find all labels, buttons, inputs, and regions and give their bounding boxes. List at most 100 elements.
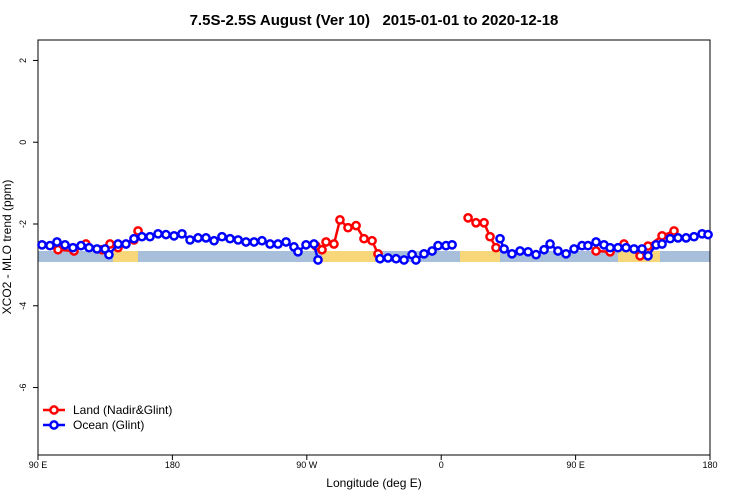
data-point xyxy=(53,244,63,255)
y-tick-label: -2 xyxy=(18,220,28,228)
data-point xyxy=(447,239,457,250)
legend-marker xyxy=(49,420,59,430)
data-point xyxy=(317,244,327,255)
x-tick-label: 90 W xyxy=(296,460,318,470)
data-point xyxy=(643,251,653,261)
y-tick-label: -4 xyxy=(18,302,28,310)
data-point xyxy=(209,235,219,246)
data-point xyxy=(225,233,235,244)
data-point xyxy=(605,242,615,253)
data-point xyxy=(145,231,155,242)
data-point xyxy=(185,235,195,245)
data-point xyxy=(419,248,429,259)
data-point xyxy=(104,249,114,260)
data-point xyxy=(427,246,437,256)
data-point xyxy=(673,233,683,243)
data-point xyxy=(495,233,505,244)
x-tick-label: 90 E xyxy=(566,460,585,470)
data-point xyxy=(37,239,47,250)
data-point xyxy=(471,217,481,228)
data-point xyxy=(257,235,267,246)
data-point xyxy=(321,237,331,247)
chart-title: 7.5S-2.5S August (Ver 10) 2015-01-01 to … xyxy=(190,12,559,29)
data-point xyxy=(52,237,62,247)
data-point xyxy=(161,229,171,240)
land-band xyxy=(460,251,500,262)
data-point xyxy=(84,242,94,253)
data-point xyxy=(499,244,509,254)
data-point xyxy=(583,240,593,251)
data-point xyxy=(629,244,639,254)
data-point xyxy=(217,231,227,242)
y-tick-label: 0 xyxy=(18,140,28,145)
data-point xyxy=(113,239,123,249)
data-point xyxy=(637,244,647,254)
data-point xyxy=(613,242,623,253)
data-point xyxy=(507,248,517,259)
data-point xyxy=(177,228,187,239)
data-point xyxy=(68,242,78,253)
data-point xyxy=(273,239,283,249)
data-point xyxy=(491,242,501,253)
data-point xyxy=(383,253,393,263)
x-tick-label: 180 xyxy=(702,460,717,470)
data-point xyxy=(689,231,699,242)
data-point xyxy=(76,240,86,251)
data-point xyxy=(293,246,303,257)
y-tick-label: 2 xyxy=(18,58,28,63)
data-point xyxy=(657,239,667,249)
data-point xyxy=(665,233,675,244)
x-tick-label: 90 E xyxy=(29,460,48,470)
data-point xyxy=(193,233,203,243)
data-point xyxy=(569,244,579,254)
data-point xyxy=(523,246,533,257)
data-point xyxy=(129,233,139,244)
data-point xyxy=(92,244,102,254)
data-point xyxy=(433,240,443,251)
data-point xyxy=(121,239,131,249)
data-point xyxy=(657,230,667,241)
data-point xyxy=(681,233,691,243)
data-point xyxy=(539,244,549,255)
y-axis-label: XCO2 - MLO trend (ppm) xyxy=(0,180,14,315)
x-tick-label: 0 xyxy=(439,460,444,470)
data-point xyxy=(265,239,275,249)
data-point xyxy=(241,237,251,247)
data-point xyxy=(343,222,353,233)
legend-label: Ocean (Glint) xyxy=(73,418,144,432)
data-point xyxy=(351,220,361,231)
data-point xyxy=(479,217,489,228)
data-point xyxy=(485,231,495,242)
data-point xyxy=(411,255,421,265)
data-point xyxy=(153,228,163,239)
data-point xyxy=(703,229,713,240)
data-point xyxy=(281,237,291,247)
data-point xyxy=(233,235,243,245)
data-point xyxy=(375,253,385,264)
data-point xyxy=(531,249,541,260)
data-point xyxy=(169,230,179,241)
data-point xyxy=(201,233,211,243)
x-axis-label: Longitude (deg E) xyxy=(326,476,421,490)
data-point xyxy=(391,253,401,264)
data-point xyxy=(301,239,311,250)
data-point xyxy=(359,233,369,244)
legend: Land (Nadir&Glint)Ocean (Glint) xyxy=(43,403,172,432)
data-point xyxy=(60,239,70,250)
data-point xyxy=(399,255,409,265)
data-point xyxy=(463,213,473,223)
x-tick-label: 180 xyxy=(165,460,180,470)
data-point xyxy=(313,255,323,265)
data-point xyxy=(669,226,679,236)
data-point xyxy=(367,235,377,246)
data-point xyxy=(591,246,601,256)
data-point xyxy=(561,248,571,259)
data-point xyxy=(335,215,345,225)
data-point xyxy=(545,239,555,249)
data-point xyxy=(309,239,319,249)
data-point xyxy=(515,246,525,256)
y-tick-label: -6 xyxy=(18,384,28,392)
legend-marker xyxy=(49,405,59,415)
data-point xyxy=(329,239,339,249)
